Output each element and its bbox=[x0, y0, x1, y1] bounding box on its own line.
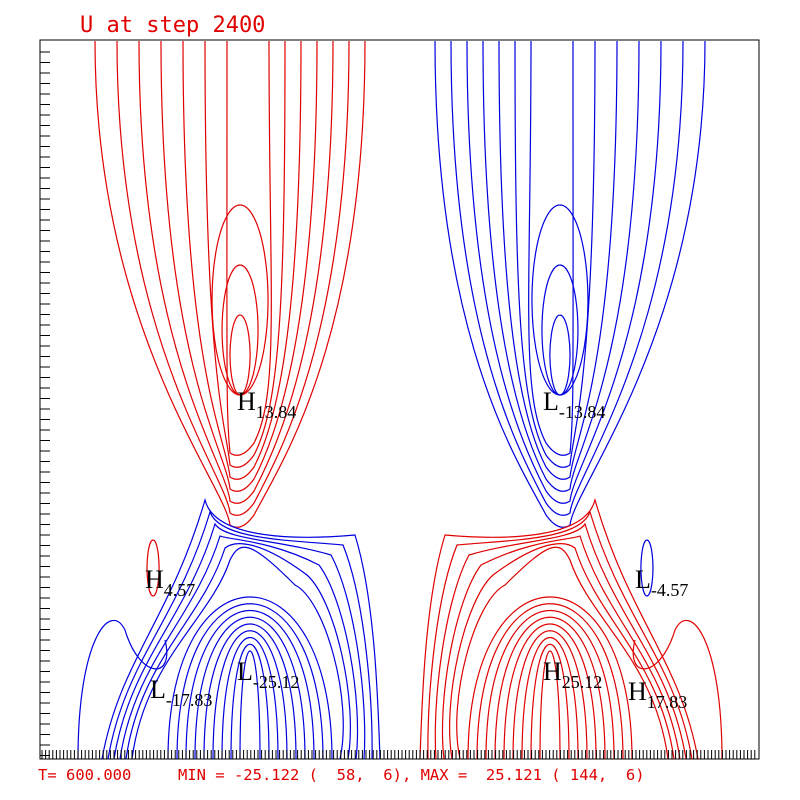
footer-text: T= 600.000 MIN = -25.122 ( 58, 6), MAX =… bbox=[38, 766, 645, 784]
extremum-letter: L bbox=[635, 565, 651, 594]
contour-line bbox=[482, 40, 640, 492]
extremum-value: 4.57 bbox=[164, 580, 196, 600]
extremum-label: L-25.12 bbox=[237, 657, 299, 692]
plot-frame bbox=[39, 39, 760, 760]
contour-line bbox=[531, 204, 589, 396]
contour-line bbox=[203, 623, 297, 760]
contour-line bbox=[427, 510, 693, 760]
contour-line bbox=[449, 543, 675, 760]
contour-line bbox=[107, 510, 373, 760]
contour-line bbox=[419, 497, 699, 760]
contour-line bbox=[176, 603, 324, 760]
contour-line bbox=[528, 40, 574, 456]
contour-line bbox=[138, 40, 334, 504]
contour-line bbox=[211, 204, 269, 396]
contour-line bbox=[101, 497, 381, 760]
contour-line bbox=[539, 650, 561, 760]
contour-line bbox=[512, 630, 588, 760]
contour-line bbox=[131, 546, 344, 760]
extremum-value: -25.12 bbox=[253, 672, 300, 692]
contour-line bbox=[212, 630, 288, 760]
contour-line bbox=[485, 610, 615, 760]
contour-line bbox=[450, 40, 684, 516]
contour-line bbox=[441, 535, 681, 760]
plot-title: U at step 2400 bbox=[80, 13, 265, 38]
contour-line bbox=[230, 643, 270, 760]
contour-line bbox=[521, 636, 579, 760]
extremum-label: H17.83 bbox=[628, 677, 687, 712]
extremum-label: H13.84 bbox=[237, 387, 296, 422]
contour-line bbox=[125, 543, 351, 760]
contour-line bbox=[456, 546, 669, 760]
contour-line bbox=[94, 40, 366, 528]
extremum-letter: H bbox=[237, 387, 256, 416]
extremum-label: H25.12 bbox=[543, 657, 602, 692]
contour-line bbox=[116, 40, 350, 516]
contour-line bbox=[498, 40, 618, 480]
extremum-letter: H bbox=[145, 565, 164, 594]
contour-line bbox=[467, 596, 633, 760]
contour-line bbox=[160, 40, 318, 492]
contour-line bbox=[503, 623, 597, 760]
contour-line bbox=[221, 636, 279, 760]
contour-line bbox=[113, 522, 366, 760]
contour-line bbox=[185, 610, 315, 760]
extremum-value: 13.84 bbox=[256, 402, 297, 422]
extremum-letter: L bbox=[150, 675, 166, 704]
extremum-label: H4.57 bbox=[145, 565, 195, 600]
contour-line bbox=[146, 539, 160, 597]
extremum-letter: H bbox=[543, 657, 562, 686]
extremum-value: 17.83 bbox=[647, 692, 688, 712]
contour-line bbox=[530, 643, 570, 760]
extremum-label: L-4.57 bbox=[635, 565, 688, 600]
extremum-label: L-17.83 bbox=[150, 675, 212, 710]
contour-line bbox=[226, 40, 272, 456]
extremum-label: L-13.84 bbox=[543, 387, 605, 422]
extremum-letter: H bbox=[628, 677, 647, 706]
contour-line bbox=[119, 535, 359, 760]
contour-line bbox=[194, 616, 306, 760]
contour-line bbox=[182, 40, 302, 480]
contour-line bbox=[77, 619, 168, 760]
extremum-value: 25.12 bbox=[562, 672, 603, 692]
contour-line bbox=[640, 539, 654, 597]
extremum-value: -17.83 bbox=[166, 690, 213, 710]
contour-line bbox=[167, 596, 333, 760]
contour-line bbox=[434, 40, 706, 528]
extremum-value: -13.84 bbox=[559, 402, 606, 422]
contour-line bbox=[229, 314, 251, 396]
extremum-letter: L bbox=[237, 657, 253, 686]
contour-line bbox=[494, 616, 606, 760]
contour-line bbox=[549, 314, 571, 396]
contour-line bbox=[632, 619, 723, 760]
contour-line bbox=[239, 650, 261, 760]
frame-ticks bbox=[40, 51, 756, 759]
contour-lines bbox=[77, 40, 723, 760]
contour-line bbox=[466, 40, 662, 504]
contour-line bbox=[434, 522, 687, 760]
extremum-value: -4.57 bbox=[651, 580, 689, 600]
extremum-letter: L bbox=[543, 387, 559, 416]
contour-line bbox=[476, 603, 624, 760]
